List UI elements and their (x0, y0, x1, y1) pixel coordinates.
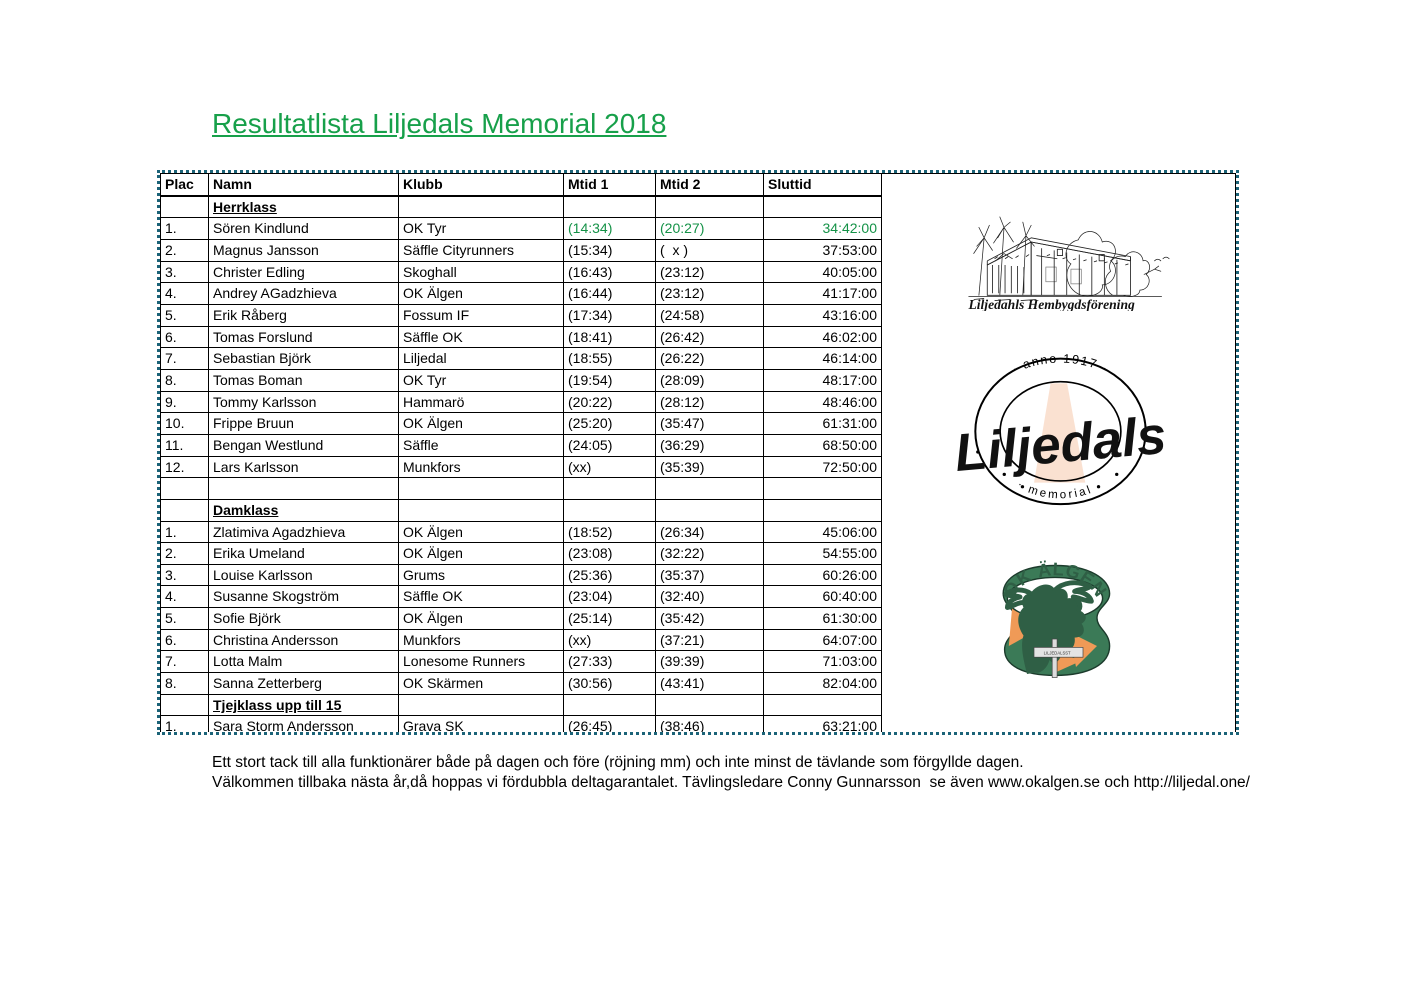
svg-text:Liljedahls Hembygdsförening: Liljedahls Hembygdsförening (967, 297, 1135, 311)
svg-text:Liljedals: Liljedals (953, 406, 1168, 483)
svg-text:· anno 1917 ·: · anno 1917 · (1010, 352, 1111, 376)
svg-text:LILJEDALSST: LILJEDALSST (1044, 650, 1071, 655)
